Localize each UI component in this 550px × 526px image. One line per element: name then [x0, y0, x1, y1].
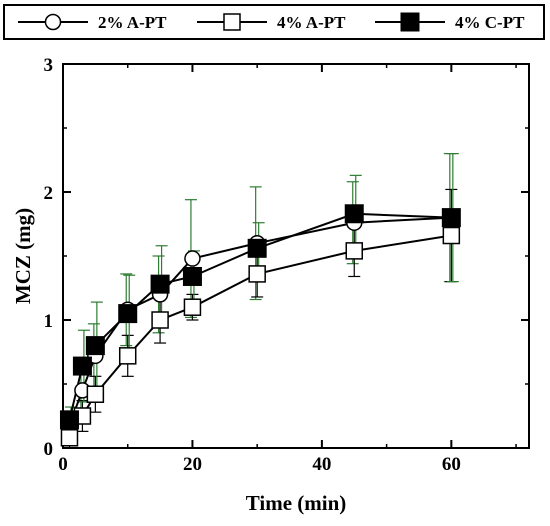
y-tick-label: 1 — [44, 311, 54, 332]
data-point — [441, 208, 461, 228]
data-point — [60, 429, 79, 447]
legend-marker — [223, 13, 241, 31]
x-tick-label: 40 — [312, 454, 331, 475]
x-tick-label: 60 — [442, 454, 461, 475]
legend-box — [3, 4, 545, 40]
error-bars — [61, 153, 459, 449]
legend-label: 2% A-PT — [98, 13, 167, 32]
data-point — [150, 274, 170, 294]
axis-ticks: 0 20 40 60 0 1 2 3 — [44, 55, 529, 475]
data-point — [151, 311, 169, 329]
legend-label: 4% C-PT — [455, 13, 525, 32]
data-point — [442, 226, 461, 245]
data-point — [182, 266, 202, 286]
y-tick-label: 2 — [44, 183, 54, 204]
x-axis-title: Time (min) — [246, 491, 347, 515]
series-markers — [59, 204, 461, 447]
y-axis-title: MCZ (mg) — [11, 208, 35, 304]
data-point — [184, 250, 201, 267]
plot-frame — [62, 63, 530, 449]
data-point — [344, 204, 364, 224]
data-point — [86, 385, 105, 403]
y-tick-label: 0 — [44, 439, 54, 460]
x-tick-label: 20 — [183, 454, 202, 475]
x-tick-label: 0 — [58, 454, 68, 475]
data-point — [183, 298, 202, 316]
y-tick-label: 3 — [44, 55, 54, 76]
data-point — [118, 304, 138, 324]
data-point — [59, 410, 79, 430]
data-point — [85, 336, 105, 356]
data-point — [247, 238, 267, 258]
data-point — [248, 265, 266, 283]
legend-marker — [44, 13, 62, 31]
data-point — [345, 242, 363, 260]
legend: 2% A-PT 4% A-PT 4% C-PT — [3, 4, 545, 40]
data-point — [72, 356, 92, 376]
legend-marker — [400, 12, 420, 32]
legend-label: 4% A-PT — [277, 13, 346, 32]
data-point — [118, 347, 137, 365]
